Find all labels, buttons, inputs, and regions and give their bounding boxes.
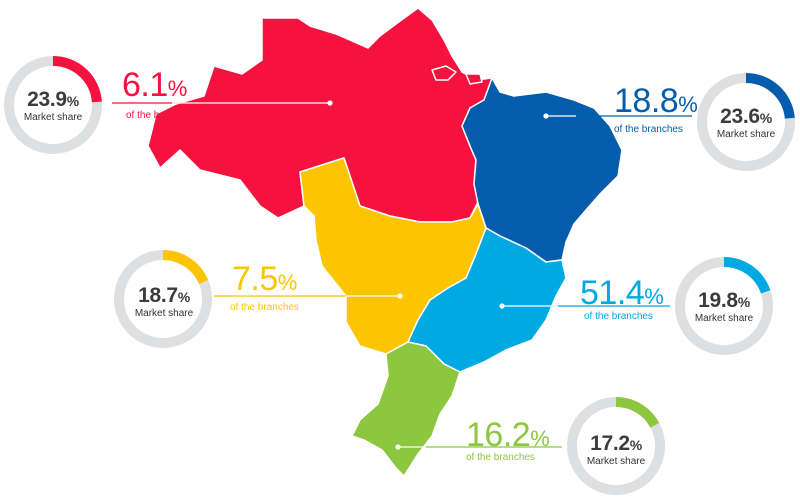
southeast-market-share: 19.8% Market share <box>674 289 774 325</box>
north-market-share: 23.9% Market share <box>3 88 103 124</box>
northeast-branches-caption: of the branches <box>614 124 683 135</box>
southeast-donut-arc <box>723 257 771 294</box>
north-branches-value: 6.1% <box>122 66 187 104</box>
map-island <box>465 73 483 85</box>
northeast-leader-dot <box>543 113 549 119</box>
south-leader-dot <box>395 444 401 450</box>
south-branches-caption: of the branches <box>466 452 535 463</box>
southeast-market-share-value: 19.8% <box>698 289 750 312</box>
map-region-south <box>351 341 461 477</box>
centerwest-market-share: 18.7% Market share <box>114 284 214 320</box>
northeast-branches-value: 18.8% <box>614 82 698 120</box>
centerwest-leader-dot <box>397 293 403 299</box>
south-branches-value: 16.2% <box>466 416 550 454</box>
northeast-market-share-value: 23.6% <box>720 105 772 128</box>
map-region-southeast <box>407 227 567 373</box>
north-branches-caption: of the branches <box>126 110 195 121</box>
southeast-leader-dot <box>499 303 505 309</box>
south-market-share-value: 17.2% <box>590 432 642 455</box>
north-market-share-caption: Market share <box>23 112 83 123</box>
leader-lines <box>112 100 692 450</box>
centerwest-donut-arc <box>162 250 209 285</box>
market-share-donuts <box>4 56 795 495</box>
north-market-share-value: 23.9% <box>27 88 79 111</box>
south-market-share: 17.2% Market share <box>566 432 666 468</box>
northeast-donut-arc <box>745 73 795 119</box>
centerwest-market-share-caption: Market share <box>134 308 194 319</box>
centerwest-market-share-value: 18.7% <box>138 284 190 307</box>
north-donut-arc <box>52 56 102 103</box>
north-leader-dot <box>327 100 333 106</box>
southeast-market-share-caption: Market share <box>694 313 754 324</box>
southeast-branches-caption: of the branches <box>584 311 653 322</box>
map-region-northeast <box>461 77 623 263</box>
centerwest-branches-caption: of the branches <box>230 302 299 313</box>
northeast-market-share-caption: Market share <box>716 129 776 140</box>
south-donut-arc <box>615 397 660 428</box>
south-market-share-caption: Market share <box>586 456 646 467</box>
centerwest-branches-value: 7.5% <box>232 260 297 298</box>
southeast-branches-value: 51.4% <box>580 274 664 312</box>
map-island <box>431 65 457 81</box>
northeast-market-share: 23.6% Market share <box>696 105 796 141</box>
